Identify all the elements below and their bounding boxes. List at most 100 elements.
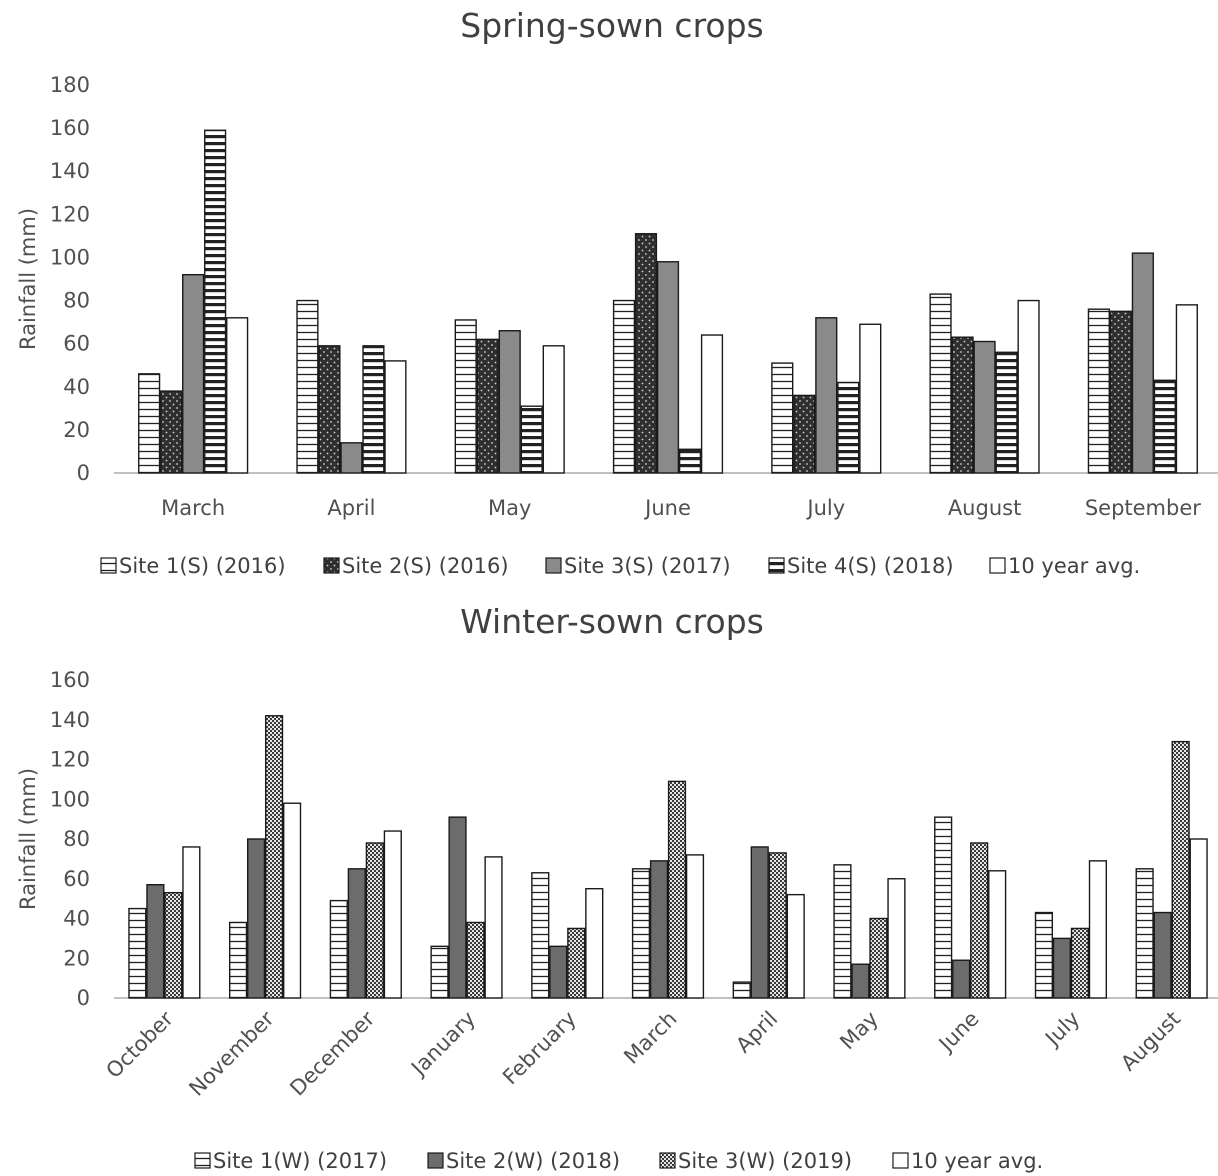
y-tick-label: 100 bbox=[50, 245, 90, 269]
x-tick-label: August bbox=[948, 496, 1022, 520]
bar bbox=[1052, 937, 1072, 999]
y-tick-label: 160 bbox=[50, 668, 90, 692]
bar bbox=[768, 852, 787, 999]
x-tick-label: March bbox=[161, 496, 225, 520]
bar bbox=[771, 362, 794, 474]
bar bbox=[1034, 911, 1054, 999]
bar bbox=[667, 780, 687, 999]
bar bbox=[934, 816, 953, 999]
spring-chart-title: Spring-sown crops bbox=[460, 6, 764, 45]
legend-label: Site 2(S) (2016) bbox=[342, 554, 509, 578]
bar bbox=[750, 846, 769, 999]
bar bbox=[973, 340, 996, 474]
x-tick-label: July bbox=[805, 496, 845, 520]
bar bbox=[430, 945, 449, 999]
y-tick-label: 40 bbox=[63, 375, 90, 399]
y-tick-label: 0 bbox=[77, 461, 90, 485]
bar bbox=[226, 317, 249, 474]
x-tick-label: December bbox=[285, 1006, 379, 1100]
legend-swatch bbox=[545, 557, 562, 574]
legend-label: 10 year avg. bbox=[1008, 554, 1140, 578]
x-tick-label: March bbox=[619, 1007, 681, 1069]
y-tick-label: 80 bbox=[63, 289, 90, 313]
bar bbox=[138, 373, 161, 474]
bar bbox=[567, 927, 586, 999]
winter-legend: Site 1(W) (2017) Site 2(W) (2018) Site 3(W… bbox=[194, 1149, 1043, 1173]
bar bbox=[1175, 304, 1198, 474]
bar bbox=[1017, 299, 1040, 474]
bar bbox=[1131, 252, 1154, 474]
bar bbox=[318, 345, 341, 474]
x-tick-label: October bbox=[101, 1006, 178, 1083]
x-tick-label: June bbox=[643, 496, 691, 520]
bar bbox=[1153, 911, 1172, 999]
winter-chart: Winter-sown crops Rainfall (mm) 0 20 40 60 8… bbox=[16, 602, 1218, 1173]
x-tick-label: April bbox=[327, 496, 375, 520]
bar bbox=[182, 273, 205, 474]
winter-y-axis-label: Rainfall (mm) bbox=[16, 768, 40, 910]
bar bbox=[815, 317, 838, 474]
x-tick-label: September bbox=[1085, 496, 1201, 520]
bar bbox=[182, 846, 201, 999]
bar bbox=[1070, 927, 1090, 999]
bar bbox=[887, 878, 906, 999]
legend-label: Site 1(W) (2017) bbox=[213, 1149, 387, 1173]
bar bbox=[793, 394, 816, 474]
bar bbox=[1189, 838, 1208, 999]
bar bbox=[685, 854, 705, 999]
y-tick-label: 0 bbox=[77, 986, 90, 1010]
bar bbox=[204, 129, 227, 474]
bar bbox=[448, 816, 467, 999]
y-tick-label: 180 bbox=[50, 73, 90, 97]
y-tick-label: 120 bbox=[50, 748, 90, 772]
bar bbox=[929, 293, 952, 474]
bar bbox=[383, 830, 402, 999]
spring-chart: Spring-sown crops Rainfall (mm) 0 20 40 60 8… bbox=[16, 6, 1218, 578]
y-tick-label: 80 bbox=[63, 827, 90, 851]
legend-swatch bbox=[768, 557, 785, 574]
x-tick-label: January bbox=[405, 1007, 480, 1082]
x-tick-label: July bbox=[1039, 1007, 1084, 1052]
bar bbox=[1087, 308, 1110, 474]
y-tick-label: 160 bbox=[50, 116, 90, 140]
bar bbox=[700, 334, 724, 474]
legend-label: Site 2(W) (2018) bbox=[446, 1149, 620, 1173]
legend-swatch bbox=[427, 1152, 444, 1169]
legend-swatch bbox=[892, 1152, 909, 1169]
bar bbox=[951, 336, 974, 474]
x-tick-label: May bbox=[835, 1007, 883, 1055]
x-tick-label: August bbox=[1116, 1007, 1185, 1076]
bar bbox=[340, 442, 363, 474]
bar bbox=[520, 405, 543, 474]
bar bbox=[859, 323, 882, 474]
x-tick-label: June bbox=[933, 1007, 984, 1058]
legend-label: Site 4(S) (2018) bbox=[787, 554, 954, 578]
bar bbox=[365, 842, 384, 999]
bar bbox=[585, 887, 604, 999]
bar bbox=[347, 868, 366, 999]
bar bbox=[649, 860, 669, 999]
bar bbox=[988, 870, 1007, 999]
y-tick-label: 60 bbox=[63, 867, 90, 891]
bar bbox=[970, 842, 989, 999]
bar bbox=[531, 872, 550, 999]
y-tick-label: 40 bbox=[63, 907, 90, 931]
legend-label: Site 1(S) (2016) bbox=[119, 554, 286, 578]
bar bbox=[1088, 860, 1108, 999]
winter-chart-title: Winter-sown crops bbox=[460, 602, 764, 641]
legend-swatch bbox=[659, 1152, 676, 1169]
bar bbox=[869, 917, 888, 999]
y-tick-label: 140 bbox=[50, 708, 90, 732]
bar bbox=[466, 921, 485, 999]
bar bbox=[282, 802, 302, 999]
bar bbox=[329, 899, 348, 999]
legend-swatch bbox=[323, 557, 340, 574]
bar bbox=[384, 360, 407, 474]
bar bbox=[476, 338, 499, 474]
bar bbox=[1135, 868, 1154, 999]
bar bbox=[549, 945, 568, 999]
bar bbox=[128, 907, 147, 999]
bar bbox=[634, 233, 658, 474]
bar bbox=[656, 261, 680, 474]
